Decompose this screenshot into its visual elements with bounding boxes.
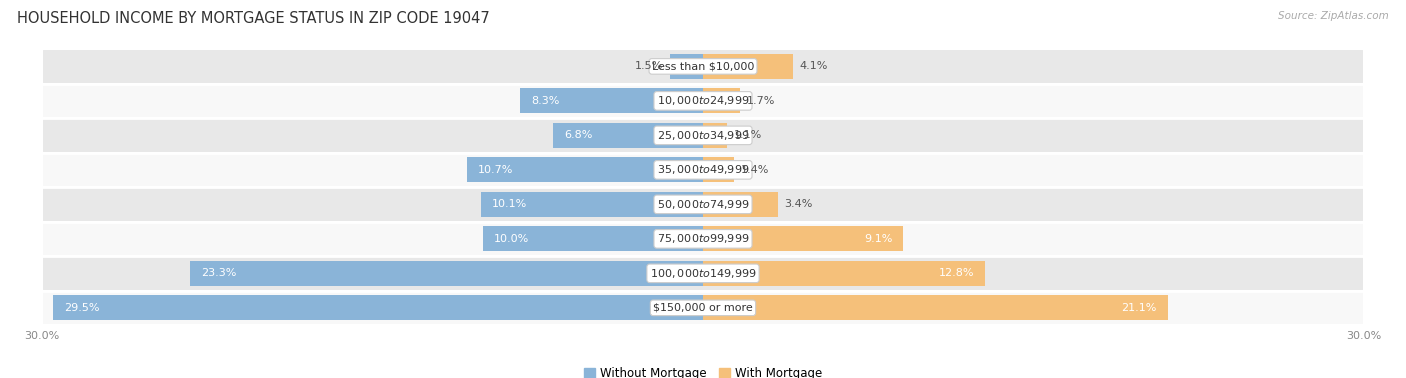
Text: Source: ZipAtlas.com: Source: ZipAtlas.com — [1278, 11, 1389, 21]
Text: 10.1%: 10.1% — [492, 199, 527, 209]
Bar — [520, 88, 703, 113]
Text: $150,000 or more: $150,000 or more — [654, 303, 752, 313]
Text: 10.0%: 10.0% — [494, 234, 529, 244]
Text: 8.3%: 8.3% — [531, 96, 560, 106]
Bar — [482, 226, 703, 251]
Bar — [467, 158, 703, 182]
Text: $10,000 to $24,999: $10,000 to $24,999 — [657, 94, 749, 107]
Bar — [42, 256, 1364, 291]
Text: 10.7%: 10.7% — [478, 165, 513, 175]
Text: $25,000 to $34,999: $25,000 to $34,999 — [657, 129, 749, 142]
Bar — [669, 54, 703, 79]
Text: HOUSEHOLD INCOME BY MORTGAGE STATUS IN ZIP CODE 19047: HOUSEHOLD INCOME BY MORTGAGE STATUS IN Z… — [17, 11, 489, 26]
Bar — [190, 261, 703, 286]
Text: 23.3%: 23.3% — [201, 268, 236, 278]
Bar — [42, 84, 1364, 118]
Text: 1.4%: 1.4% — [741, 165, 769, 175]
Bar — [703, 192, 778, 217]
Text: 12.8%: 12.8% — [938, 268, 974, 278]
Text: 29.5%: 29.5% — [65, 303, 100, 313]
Text: 3.4%: 3.4% — [785, 199, 813, 209]
Text: $50,000 to $74,999: $50,000 to $74,999 — [657, 198, 749, 211]
Bar — [703, 123, 727, 148]
Bar — [703, 261, 986, 286]
Bar — [703, 226, 904, 251]
Text: 1.7%: 1.7% — [747, 96, 776, 106]
Text: 4.1%: 4.1% — [800, 61, 828, 71]
Text: 9.1%: 9.1% — [865, 234, 893, 244]
Text: $35,000 to $49,999: $35,000 to $49,999 — [657, 163, 749, 177]
Bar — [53, 296, 703, 320]
Bar — [42, 222, 1364, 256]
Text: 1.1%: 1.1% — [734, 130, 762, 140]
Text: 21.1%: 21.1% — [1122, 303, 1157, 313]
Text: $100,000 to $149,999: $100,000 to $149,999 — [650, 267, 756, 280]
Legend: Without Mortgage, With Mortgage: Without Mortgage, With Mortgage — [583, 367, 823, 378]
Text: $75,000 to $99,999: $75,000 to $99,999 — [657, 232, 749, 245]
Bar — [42, 291, 1364, 325]
Bar — [703, 296, 1168, 320]
Bar — [42, 187, 1364, 222]
Bar — [703, 54, 793, 79]
Text: 6.8%: 6.8% — [564, 130, 592, 140]
Bar — [553, 123, 703, 148]
Text: 1.5%: 1.5% — [636, 61, 664, 71]
Text: Less than $10,000: Less than $10,000 — [652, 61, 754, 71]
Bar — [42, 49, 1364, 84]
Bar — [42, 118, 1364, 153]
Bar — [42, 153, 1364, 187]
Bar — [481, 192, 703, 217]
Bar — [703, 88, 741, 113]
Bar — [703, 158, 734, 182]
